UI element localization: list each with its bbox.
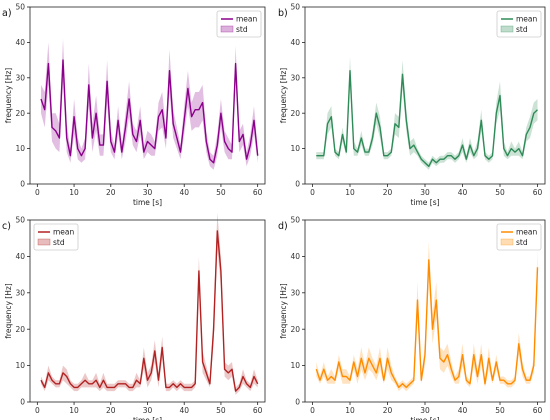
legend-mean-label: mean bbox=[516, 228, 538, 237]
x-tick-label: 40 bbox=[179, 406, 189, 415]
legend-mean-label: mean bbox=[53, 228, 75, 237]
y-axis-label: frequency [Hz] bbox=[4, 68, 13, 124]
y-axis-label: frequency [Hz] bbox=[4, 283, 13, 339]
x-tick-label: 30 bbox=[420, 188, 430, 197]
y-tick-label: 40 bbox=[290, 252, 300, 261]
x-tick-label: 10 bbox=[345, 188, 355, 197]
y-axis-label: frequency [Hz] bbox=[279, 68, 288, 124]
y-tick-label: 40 bbox=[15, 252, 25, 261]
panel-1: a) 0 10 20 30 40 50 60 0 10 20 30 40 50 time [s] freque… bbox=[2, 3, 266, 207]
mean-line bbox=[315, 259, 539, 389]
y-tick-label: 0 bbox=[295, 398, 300, 407]
y-tick-label: 10 bbox=[15, 361, 25, 370]
y-tick-label: 0 bbox=[295, 180, 300, 189]
panel-label: a) bbox=[2, 8, 12, 19]
panel-label: c) bbox=[2, 221, 11, 232]
legend-box bbox=[496, 223, 542, 251]
x-tick-label: 0 bbox=[310, 406, 315, 415]
legend-std-label: std bbox=[516, 238, 528, 247]
y-tick-label: 50 bbox=[15, 3, 25, 12]
x-tick-label: 0 bbox=[35, 406, 40, 415]
legend-std-label: std bbox=[53, 238, 65, 247]
y-tick-label: 0 bbox=[20, 398, 25, 407]
x-tick-label: 30 bbox=[143, 188, 153, 197]
x-tick-label: 10 bbox=[69, 406, 79, 415]
x-tick-label: 10 bbox=[345, 406, 355, 415]
x-tick-label: 60 bbox=[253, 188, 263, 197]
x-tick-label: 50 bbox=[495, 188, 505, 197]
legend-std-swatch bbox=[500, 25, 514, 33]
y-tick-label: 0 bbox=[20, 180, 25, 189]
panel-2: b) 0 10 20 30 40 50 60 0 10 20 30 40 50 time [s] freque… bbox=[278, 3, 546, 207]
y-tick-label: 30 bbox=[15, 73, 25, 82]
legend-box bbox=[216, 10, 262, 38]
y-tick-label: 50 bbox=[290, 3, 300, 12]
x-tick-label: 30 bbox=[420, 406, 430, 415]
y-tick-label: 30 bbox=[290, 288, 300, 297]
y-tick-label: 30 bbox=[15, 288, 25, 297]
x-tick-label: 20 bbox=[106, 188, 116, 197]
y-tick-label: 20 bbox=[15, 109, 25, 118]
mean-line bbox=[316, 69, 538, 168]
x-tick-label: 60 bbox=[533, 406, 543, 415]
x-axis-label: time [s] bbox=[133, 416, 162, 420]
legend-std-label: std bbox=[516, 25, 528, 34]
panel-3: c) 0 10 20 30 40 50 60 0 10 20 30 40 50 time [s] freque… bbox=[2, 212, 266, 420]
y-tick-label: 40 bbox=[290, 38, 300, 47]
legend-std-swatch bbox=[220, 25, 234, 33]
y-tick-label: 20 bbox=[15, 325, 25, 334]
legend-box bbox=[33, 223, 79, 251]
x-axis-label: time [s] bbox=[410, 416, 439, 420]
x-axis-label: time [s] bbox=[410, 198, 439, 207]
panel-label: d) bbox=[278, 221, 288, 232]
panel-label: b) bbox=[278, 8, 288, 19]
x-tick-label: 50 bbox=[495, 406, 505, 415]
y-tick-label: 50 bbox=[290, 216, 300, 225]
x-tick-label: 40 bbox=[179, 188, 189, 197]
mean-line bbox=[40, 230, 259, 392]
y-axis-label: frequency [Hz] bbox=[279, 283, 288, 339]
y-tick-label: 40 bbox=[15, 38, 25, 47]
x-tick-label: 60 bbox=[253, 406, 263, 415]
x-tick-label: 20 bbox=[106, 406, 116, 415]
x-tick-label: 60 bbox=[533, 188, 543, 197]
legend-std-swatch bbox=[500, 238, 514, 246]
x-tick-label: 20 bbox=[383, 406, 393, 415]
panel-4: d) 0 10 20 30 40 50 60 0 10 20 30 40 50 time [s] freque… bbox=[278, 216, 546, 420]
legend-box bbox=[496, 10, 542, 38]
x-tick-label: 40 bbox=[458, 406, 468, 415]
y-tick-label: 10 bbox=[290, 144, 300, 153]
x-tick-label: 0 bbox=[310, 188, 315, 197]
x-tick-label: 30 bbox=[143, 406, 153, 415]
y-tick-label: 20 bbox=[290, 325, 300, 334]
x-tick-label: 10 bbox=[69, 188, 79, 197]
x-axis-label: time [s] bbox=[133, 198, 162, 207]
legend-mean-label: mean bbox=[236, 15, 258, 24]
x-tick-label: 50 bbox=[216, 406, 226, 415]
y-tick-label: 20 bbox=[290, 109, 300, 118]
legend-mean-label: mean bbox=[516, 15, 538, 24]
x-tick-label: 40 bbox=[458, 188, 468, 197]
x-tick-label: 20 bbox=[383, 188, 393, 197]
y-tick-label: 10 bbox=[290, 361, 300, 370]
x-tick-label: 50 bbox=[216, 188, 226, 197]
x-tick-label: 0 bbox=[35, 188, 40, 197]
legend-std-swatch bbox=[37, 238, 51, 246]
y-tick-label: 10 bbox=[15, 144, 25, 153]
y-tick-label: 50 bbox=[15, 216, 25, 225]
y-tick-label: 30 bbox=[290, 73, 300, 82]
legend-std-label: std bbox=[236, 25, 248, 34]
std-band bbox=[41, 38, 258, 170]
mean-line bbox=[40, 59, 259, 164]
